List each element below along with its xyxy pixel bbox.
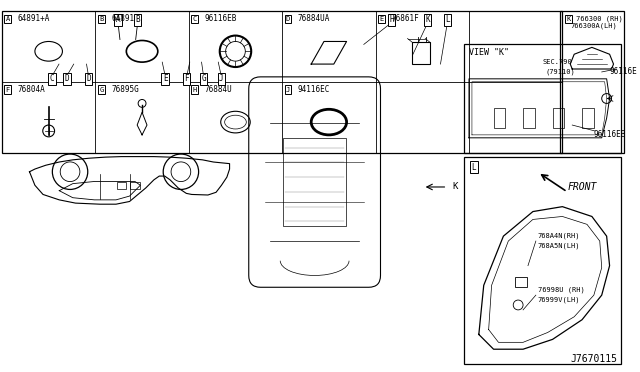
Text: 64891+A: 64891+A xyxy=(18,15,50,23)
Text: FRONT: FRONT xyxy=(567,182,596,192)
Text: C: C xyxy=(50,74,54,83)
Bar xyxy=(2,11,563,153)
Text: K: K xyxy=(566,16,570,22)
Text: 94116EC: 94116EC xyxy=(298,85,330,94)
Text: K: K xyxy=(452,183,458,192)
Text: 76895G: 76895G xyxy=(111,85,139,94)
Bar xyxy=(412,42,430,64)
Text: 766300 (RH): 766300 (RH) xyxy=(576,16,623,22)
Text: D: D xyxy=(65,74,69,83)
Text: B: B xyxy=(99,16,104,22)
Text: L: L xyxy=(472,163,476,172)
Text: D: D xyxy=(286,16,290,22)
Text: 76884U: 76884U xyxy=(205,85,232,94)
Bar xyxy=(493,108,506,128)
Bar xyxy=(464,44,621,153)
Text: A: A xyxy=(6,16,10,22)
Text: E: E xyxy=(163,74,168,83)
Text: F: F xyxy=(184,74,189,83)
Text: G: G xyxy=(99,87,104,93)
Text: D: D xyxy=(86,74,91,83)
Text: J: J xyxy=(219,74,223,83)
Text: 76999V(LH): 76999V(LH) xyxy=(538,297,580,303)
Text: 96116E: 96116E xyxy=(609,67,637,77)
Text: 76861F: 76861F xyxy=(391,15,419,23)
Bar xyxy=(561,11,625,153)
Bar xyxy=(130,182,140,189)
Bar xyxy=(552,108,564,128)
Text: 76804A: 76804A xyxy=(18,85,45,94)
Bar xyxy=(116,182,126,189)
Text: B: B xyxy=(135,15,140,24)
Text: H: H xyxy=(193,87,196,93)
Text: F: F xyxy=(6,87,10,93)
Text: H: H xyxy=(389,15,394,24)
Bar xyxy=(523,108,535,128)
Text: G: G xyxy=(201,74,206,83)
Text: C: C xyxy=(193,16,196,22)
Text: VIEW "K": VIEW "K" xyxy=(469,48,509,57)
Text: (79110): (79110) xyxy=(546,69,575,75)
Text: SEC.790: SEC.790 xyxy=(543,59,572,65)
Bar xyxy=(582,108,594,128)
Bar xyxy=(464,157,621,364)
Text: K: K xyxy=(426,15,430,24)
Bar xyxy=(283,138,346,226)
Text: A: A xyxy=(116,15,120,24)
Text: 76998U (RH): 76998U (RH) xyxy=(538,287,584,294)
Bar xyxy=(515,278,527,287)
Text: 766300A(LH): 766300A(LH) xyxy=(570,22,617,29)
Text: J7670115: J7670115 xyxy=(570,354,617,364)
Text: 768A4N(RH): 768A4N(RH) xyxy=(538,233,580,240)
Text: 768A5N(LH): 768A5N(LH) xyxy=(538,243,580,249)
Text: 96116EB: 96116EB xyxy=(594,130,626,140)
Text: 96116EB: 96116EB xyxy=(205,15,237,23)
Text: E: E xyxy=(380,16,383,22)
Text: J: J xyxy=(286,87,290,93)
Text: 76884UA: 76884UA xyxy=(298,15,330,23)
Text: 64891: 64891 xyxy=(111,15,134,23)
Text: L: L xyxy=(445,15,450,24)
